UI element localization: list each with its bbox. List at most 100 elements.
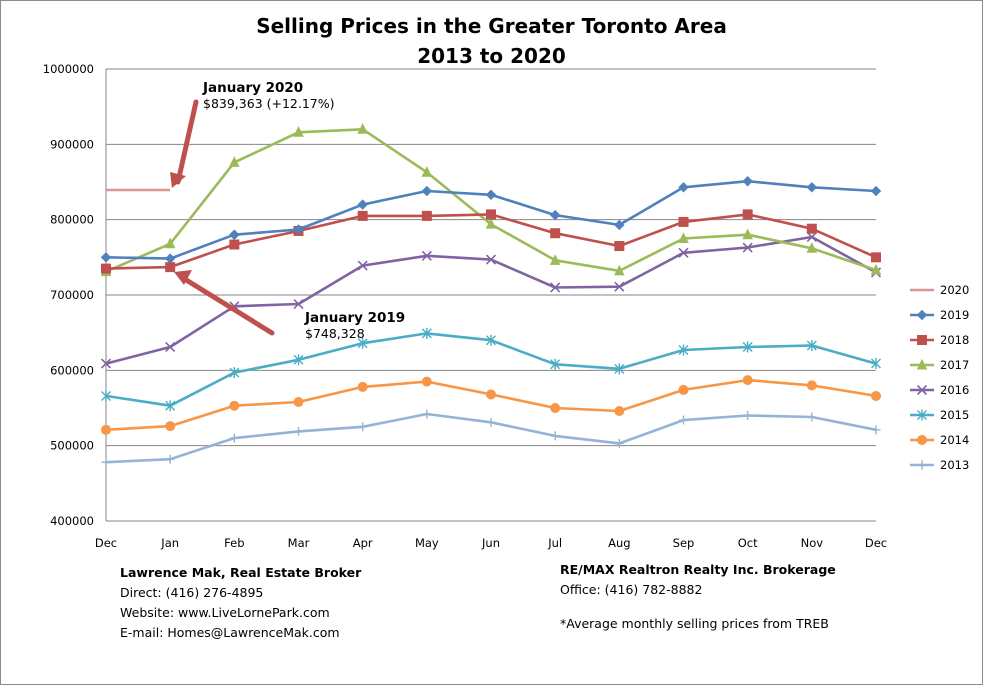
- data-point-2016: [742, 242, 753, 253]
- arrow-jan-2020-head: [170, 172, 186, 188]
- y-tick-label: 900000: [50, 137, 94, 151]
- data-point-2017: [164, 237, 176, 249]
- legend-marker-2019: [916, 309, 928, 321]
- data-point-2018: [357, 210, 368, 221]
- data-point-2017: [485, 218, 497, 229]
- data-point-2017: [870, 264, 882, 275]
- data-point-2013: [101, 457, 111, 467]
- legend-label-2014: 2014: [940, 433, 969, 447]
- data-point-2018: [550, 228, 561, 239]
- data-point-2014: [421, 376, 432, 387]
- legend-marker-2018: [917, 335, 927, 345]
- data-point-2015: [357, 337, 368, 349]
- data-point-2019: [549, 209, 561, 221]
- data-point-2019: [357, 199, 368, 210]
- data-point-2019: [742, 176, 753, 187]
- data-point-2018: [806, 223, 817, 234]
- broker-name: Lawrence Mak, Real Estate Broker: [120, 565, 362, 580]
- data-point-2016: [421, 250, 432, 261]
- legend-label-2018: 2018: [940, 333, 969, 347]
- x-tick-label: Sep: [673, 536, 695, 550]
- annotation-jan-2020-title: January 2020: [203, 80, 304, 96]
- legend-label-2015: 2015: [940, 408, 969, 422]
- data-point-2018: [871, 252, 881, 263]
- data-point-2018: [101, 263, 111, 274]
- arrow-jan-2020-shaft: [175, 99, 199, 185]
- data-point-2017: [549, 254, 561, 265]
- data-point-2017: [806, 242, 818, 253]
- arrow-jan-2019-head: [174, 270, 192, 285]
- x-tick-label: Jul: [547, 536, 562, 550]
- y-tick-label: 700000: [50, 288, 94, 302]
- x-tick-label: Feb: [224, 536, 244, 550]
- data-point-2017: [421, 166, 433, 177]
- x-tick-label: Dec: [865, 536, 887, 550]
- data-point-2015: [293, 354, 304, 366]
- legend-marker-2017: [916, 358, 928, 370]
- brokerage-name: RE/MAX Realtron Realty Inc. Brokerage: [560, 562, 836, 577]
- x-tick-label: Dec: [95, 536, 117, 550]
- data-point-2013: [358, 422, 368, 432]
- legend-label-2013: 2013: [940, 458, 969, 472]
- data-point-2015: [871, 358, 881, 370]
- data-point-2018: [229, 239, 240, 250]
- data-point-2016: [678, 247, 689, 258]
- data-point-2016: [293, 298, 304, 310]
- x-tick-label: Jan: [160, 536, 179, 550]
- data-point-2015: [229, 367, 240, 379]
- footer-broker-info: Lawrence Mak, Real Estate Broker Direct:…: [120, 563, 361, 643]
- data-point-2019: [100, 252, 112, 263]
- data-point-2017: [678, 232, 689, 243]
- chart-subtitle: 2013 to 2020: [417, 44, 566, 68]
- data-point-2014: [742, 375, 753, 386]
- data-point-2015: [806, 339, 817, 351]
- data-point-2013: [871, 425, 881, 435]
- data-point-2013: [614, 438, 624, 448]
- data-point-2014: [806, 380, 817, 391]
- data-point-2019: [164, 253, 176, 264]
- data-point-2015: [678, 344, 689, 356]
- data-point-2019: [229, 229, 240, 240]
- data-point-2017: [293, 126, 304, 137]
- x-tick-label: Mar: [288, 536, 310, 550]
- y-tick-label: 1000000: [43, 62, 94, 76]
- legend-label-2020: 2020: [940, 283, 969, 297]
- brokerage-office-phone: Office: (416) 782-8882: [560, 582, 703, 597]
- data-point-2016: [806, 231, 817, 243]
- data-point-2018: [678, 216, 689, 227]
- annotation-jan-2019-title: January 2019: [305, 310, 406, 326]
- legend-marker-2016: [916, 384, 928, 396]
- data-point-2019: [870, 185, 882, 197]
- annotation-jan-2019: January 2019 $748,328: [305, 310, 405, 342]
- data-point-2019: [614, 219, 625, 231]
- data-point-2019: [806, 182, 818, 193]
- data-point-2014: [165, 421, 176, 432]
- data-point-2016: [614, 281, 625, 292]
- data-point-2013: [422, 409, 432, 419]
- arrow-jan-2019-shaft: [180, 275, 275, 336]
- legend-marker-2014: [917, 435, 927, 445]
- data-point-2019: [293, 224, 304, 235]
- y-tick-label: 500000: [50, 439, 94, 453]
- y-tick-label: 600000: [50, 363, 94, 377]
- broker-direct-phone: Direct: (416) 276-4895: [120, 585, 264, 600]
- data-point-2018: [614, 241, 625, 252]
- data-point-2016: [485, 254, 497, 265]
- data-point-2015: [101, 390, 111, 402]
- annotation-jan-2020: January 2020 $839,363 (+12.17%): [203, 80, 335, 112]
- data-point-2015: [742, 341, 753, 353]
- y-tick-label: 400000: [50, 514, 94, 528]
- data-point-2016: [550, 282, 561, 293]
- data-point-2015: [614, 363, 625, 375]
- x-tick-label: Nov: [801, 536, 824, 550]
- chart-title: Selling Prices in the Greater Toronto Ar…: [256, 14, 727, 38]
- data-point-2018: [486, 209, 496, 220]
- data-point-2018: [742, 209, 753, 220]
- legend-marker-2015: [917, 409, 927, 421]
- data-point-2014: [486, 389, 496, 400]
- data-point-2013: [743, 411, 753, 421]
- data-point-2013: [807, 412, 817, 422]
- data-point-2017: [229, 156, 240, 167]
- x-tick-label: Oct: [738, 536, 758, 550]
